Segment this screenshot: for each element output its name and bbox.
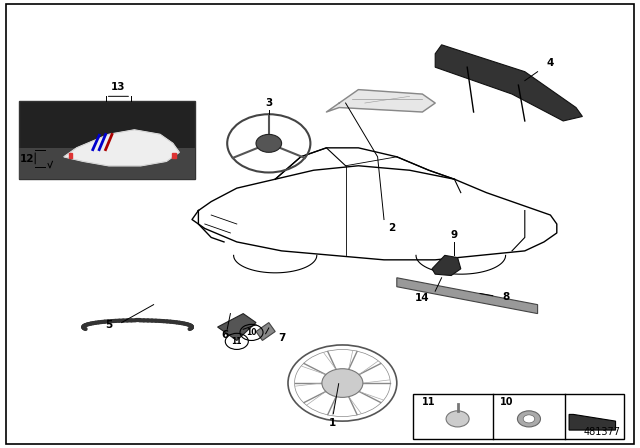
Text: 6: 6 bbox=[221, 330, 229, 340]
Text: 7: 7 bbox=[278, 333, 285, 343]
Text: 14: 14 bbox=[415, 293, 429, 303]
Circle shape bbox=[524, 415, 535, 423]
Circle shape bbox=[518, 411, 540, 427]
Bar bbox=[413, 394, 624, 439]
Text: 13: 13 bbox=[111, 82, 125, 92]
Polygon shape bbox=[397, 278, 538, 314]
Circle shape bbox=[256, 134, 282, 152]
Text: 5: 5 bbox=[105, 320, 113, 330]
Text: 10: 10 bbox=[246, 328, 257, 337]
Polygon shape bbox=[569, 414, 616, 430]
Text: 12: 12 bbox=[20, 154, 35, 164]
Text: 11: 11 bbox=[232, 337, 242, 346]
Text: 2: 2 bbox=[388, 224, 396, 233]
Polygon shape bbox=[432, 255, 461, 276]
Text: 481377: 481377 bbox=[584, 427, 621, 437]
Text: 10: 10 bbox=[499, 397, 513, 407]
Polygon shape bbox=[172, 153, 176, 158]
Polygon shape bbox=[256, 323, 275, 340]
Text: 1: 1 bbox=[329, 418, 337, 428]
Circle shape bbox=[322, 369, 363, 397]
Polygon shape bbox=[218, 314, 256, 340]
Bar bbox=[19, 148, 195, 179]
Circle shape bbox=[446, 411, 469, 427]
Polygon shape bbox=[69, 153, 72, 158]
Text: 3: 3 bbox=[265, 98, 273, 108]
Text: 4: 4 bbox=[547, 58, 554, 68]
Polygon shape bbox=[326, 90, 435, 112]
Bar bbox=[19, 101, 195, 179]
Text: 8: 8 bbox=[502, 292, 509, 302]
Polygon shape bbox=[435, 45, 582, 121]
Text: 9: 9 bbox=[451, 230, 458, 240]
Text: 11: 11 bbox=[422, 397, 436, 407]
Polygon shape bbox=[64, 130, 179, 166]
